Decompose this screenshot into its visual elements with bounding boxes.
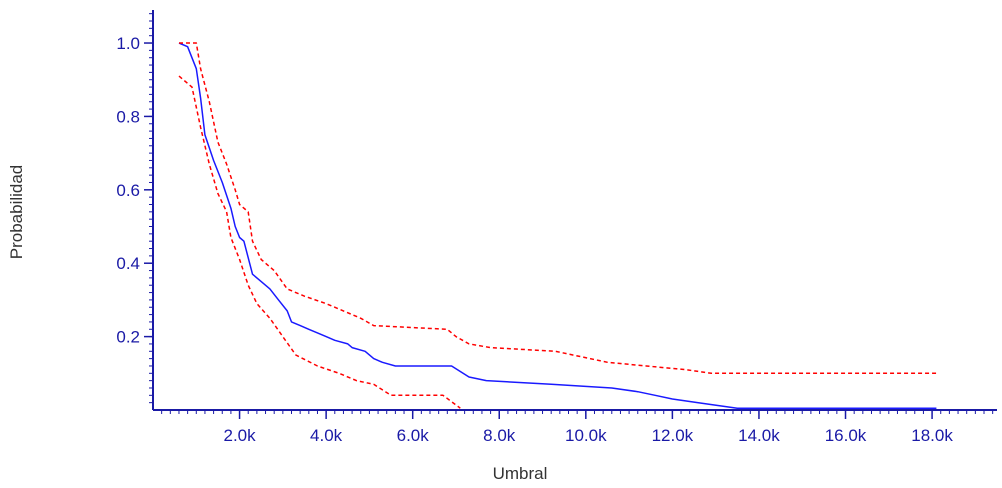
y-tick-label: 0.2: [116, 328, 140, 347]
x-tick-label: 8.0k: [483, 426, 516, 445]
x-axis-title: Umbral: [493, 464, 548, 483]
x-tick-label: 12.0k: [652, 426, 694, 445]
estimate-line: [178, 42, 937, 409]
series-layer: [178, 42, 937, 409]
y-tick-label: 0.6: [116, 181, 140, 200]
y-tick-label: 1.0: [116, 34, 140, 53]
x-tick-label: 6.0k: [397, 426, 430, 445]
x-tick-label: 4.0k: [310, 426, 343, 445]
upper-bound-line: [179, 42, 937, 375]
y-axis-title: Probabilidad: [7, 165, 26, 260]
x-tick-label: 14.0k: [738, 426, 780, 445]
x-tick-label: 10.0k: [565, 426, 607, 445]
lower-bound-line: [178, 75, 461, 409]
chart-axes: 0.2 0.4 0.6 0.8 1.0 2.0k 4.0k 6.0k 8.0k 10.0k 12.0…: [116, 10, 997, 445]
x-tick-label: 18.0k: [911, 426, 953, 445]
y-tick-label: 0.4: [116, 254, 140, 273]
x-tick-label: 16.0k: [825, 426, 867, 445]
x-tick-label: 2.0k: [223, 426, 256, 445]
y-tick-label: 0.8: [116, 107, 140, 126]
